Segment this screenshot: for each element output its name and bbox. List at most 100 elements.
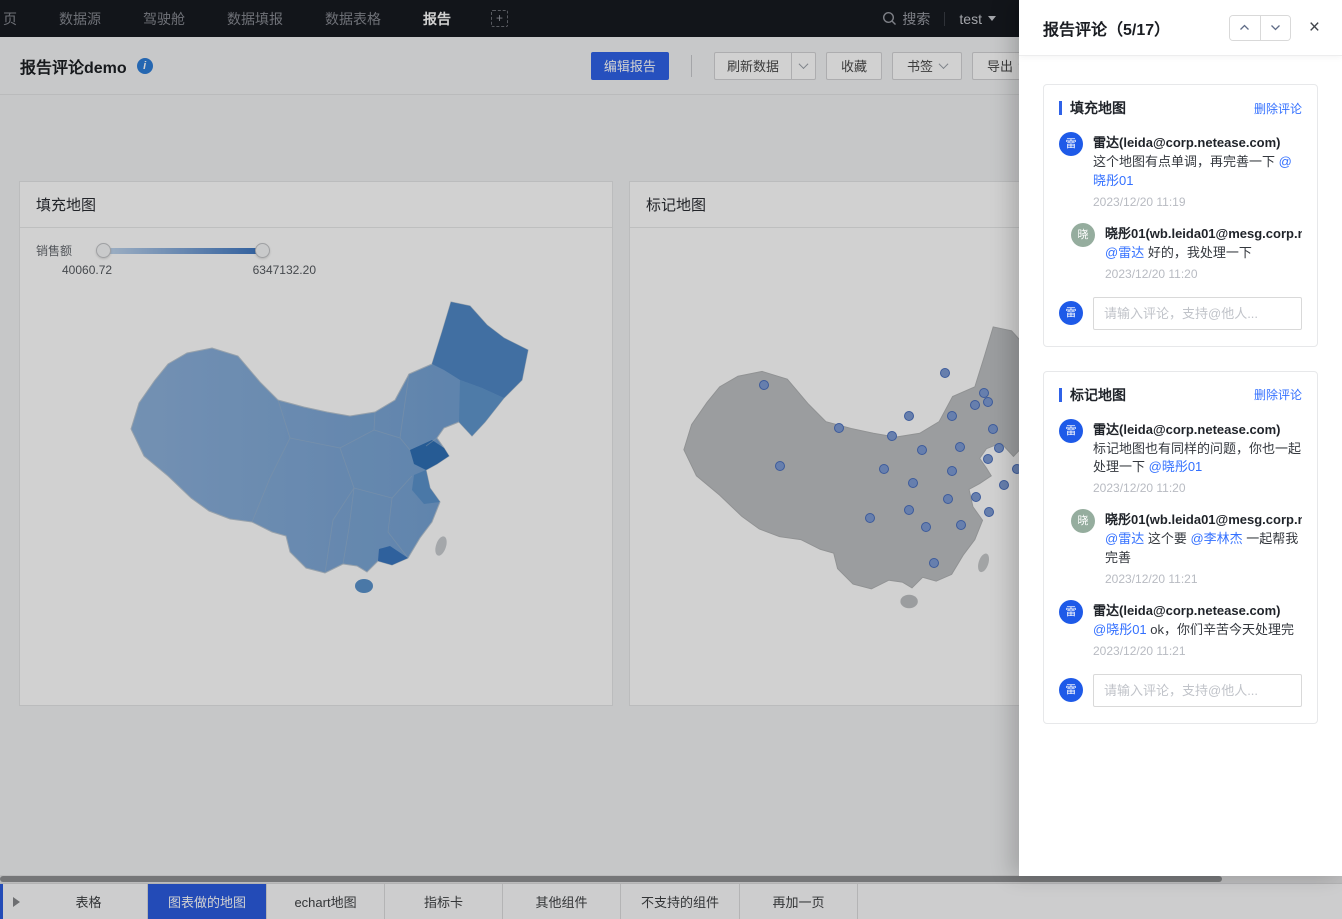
avatar: 雷: [1059, 132, 1083, 156]
nav-right: 搜索 test: [882, 9, 1326, 29]
page-tab[interactable]: 指标卡: [385, 884, 504, 919]
comment-item: 雷 雷达(leida@corp.netease.com) 标记地图也有同样的问题…: [1059, 418, 1302, 496]
legend-handle-max[interactable]: [255, 242, 271, 258]
mention-link[interactable]: @李林杰: [1190, 531, 1243, 547]
toolbar-actions: 编辑报告 刷新数据 收藏 书签 导出: [590, 51, 1042, 80]
delete-comment-link[interactable]: 删除评论: [1253, 388, 1302, 403]
nav-item[interactable]: 数据填报: [227, 10, 283, 27]
comment-input-row: 雷: [1059, 296, 1302, 330]
close-icon[interactable]: ×: [1308, 17, 1320, 38]
avatar: 雷: [1059, 678, 1083, 703]
comment-content: 晓彤01(wb.leida01@mesg.corp.n... @雷达 这个要 @…: [1105, 509, 1302, 586]
map-marker-dot: [834, 423, 844, 433]
comment-input[interactable]: [1093, 296, 1302, 330]
bookmark-button[interactable]: 书签: [891, 51, 962, 80]
comment-item: 晓 晓彤01(wb.leida01@mesg.corp.n... @雷达 这个要…: [1059, 509, 1302, 586]
horizontal-scrollbar-thumb[interactable]: [0, 876, 1222, 882]
map-marker-dot: [955, 442, 965, 452]
user-menu[interactable]: test: [959, 11, 996, 27]
refresh-data-button[interactable]: 刷新数据: [713, 51, 816, 80]
tab-scroll-right-arrow[interactable]: [3, 884, 30, 919]
legend-values: 40060.72 6347132.20: [62, 263, 316, 277]
edit-report-button[interactable]: 编辑报告: [590, 51, 669, 80]
refresh-dropdown-caret[interactable]: [790, 52, 815, 79]
comment-body: 标记地图也有同样的问题，你也一起处理一下 @晓彤01: [1093, 440, 1302, 478]
horizontal-scrollbar: [0, 875, 1342, 883]
comment-thread-card: 标记地图 删除评论 雷 雷达(leida@corp.netease.com) 标…: [1043, 370, 1318, 724]
map-marker-dot: [879, 464, 889, 474]
filled-map-card: 填充地图 销售额 40060.72 6347132.20: [20, 182, 612, 705]
page-tab[interactable]: 图表做的地图: [148, 884, 268, 919]
page-tab[interactable]: 不支持的组件: [621, 884, 741, 919]
mention-link[interactable]: @雷达: [1105, 531, 1145, 547]
map-marker-dot: [775, 461, 785, 471]
map-marker-dot: [940, 368, 950, 378]
page-tab[interactable]: echart地图: [267, 884, 386, 919]
china-outline-map: [683, 326, 1069, 609]
search-icon: [883, 11, 897, 25]
avatar: 雷: [1059, 418, 1083, 443]
map-marker-dot: [947, 466, 957, 476]
comment-body: 这个地图有点单调，再完善一下 @晓彤01: [1093, 153, 1302, 191]
refresh-data-label[interactable]: 刷新数据: [726, 59, 779, 74]
prev-comment-button[interactable]: [1229, 15, 1260, 40]
mention-link[interactable]: @晓彤01: [1093, 621, 1147, 637]
nav-item[interactable]: 数据源: [59, 10, 101, 27]
mention-link[interactable]: @晓彤01: [1148, 459, 1203, 475]
legend-handle-min[interactable]: [96, 242, 112, 258]
comment-text: 这个地图有点单调，再完善一下: [1093, 154, 1279, 169]
map-marker-dot: [988, 424, 998, 434]
comment-list: 雷 雷达(leida@corp.netease.com) 这个地图有点单调，再完…: [1059, 132, 1302, 281]
map-marker-dot: [759, 380, 769, 390]
page-tab[interactable]: 表格: [30, 884, 148, 919]
page-tab[interactable]: 再加一页: [740, 884, 859, 919]
legend-track: [104, 247, 263, 254]
favorite-button[interactable]: 收藏: [825, 51, 882, 80]
map-marker-dot: [994, 443, 1004, 453]
comment-item: 雷 雷达(leida@corp.netease.com) 这个地图有点单调，再完…: [1059, 132, 1302, 209]
legend-label: 销售额: [36, 244, 73, 258]
comment-text: 一起帮我完善: [1105, 531, 1299, 566]
nav-item[interactable]: 报告: [423, 10, 451, 27]
comment-timestamp: 2023/12/20 11:20: [1105, 266, 1198, 281]
comment-body: @晓彤01 ok，你们辛苦今天处理完: [1093, 621, 1302, 640]
nav-item[interactable]: 数据表格: [325, 10, 381, 27]
thread-accent-bar: [1059, 101, 1062, 115]
avatar: 雷: [1059, 301, 1083, 326]
next-comment-button[interactable]: [1259, 15, 1290, 40]
comment-panel-title: 报告评论（5/17）: [1043, 21, 1171, 39]
map-marker-dot: [983, 397, 993, 407]
comment-content: 雷达(leida@corp.netease.com) 这个地图有点单调，再完善一…: [1093, 132, 1302, 209]
comment-input[interactable]: [1093, 673, 1302, 707]
comment-text: 这个要: [1144, 531, 1191, 547]
tabbar-edge: [0, 884, 3, 919]
info-icon[interactable]: i: [136, 57, 153, 74]
nav-item[interactable]: 驾驶舱: [143, 10, 185, 27]
comment-thread-card: 填充地图 删除评论 雷 雷达(leida@corp.netease.com) 这…: [1043, 84, 1318, 347]
map-marker-dot: [983, 454, 993, 464]
filled-map-title: 填充地图: [20, 182, 612, 228]
comment-list: 雷 雷达(leida@corp.netease.com) 标记地图也有同样的问题…: [1059, 418, 1302, 658]
comment-timestamp: 2023/12/20 11:21: [1105, 571, 1198, 586]
mention-link[interactable]: @雷达: [1105, 244, 1145, 260]
comment-author: 雷达(leida@corp.netease.com): [1093, 421, 1281, 437]
global-search[interactable]: 搜索: [882, 9, 930, 29]
comment-input-row: 雷: [1059, 673, 1302, 707]
comment-author: 晓彤01(wb.leida01@mesg.corp.n...: [1105, 225, 1302, 241]
map-marker-dot: [908, 478, 918, 488]
delete-comment-link[interactable]: 删除评论: [1253, 101, 1302, 116]
search-label: 搜索: [902, 10, 931, 27]
comment-timestamp: 2023/12/20 11:20: [1093, 481, 1186, 496]
map-legend: 销售额: [20, 228, 612, 259]
arrow-right-icon: [13, 896, 20, 907]
map-marker-dot: [904, 411, 914, 421]
legend-range-slider: [96, 242, 271, 259]
thread-header: 填充地图 删除评论: [1059, 98, 1302, 118]
add-tab-icon[interactable]: +: [491, 10, 508, 27]
page-tab[interactable]: 其他组件: [503, 884, 622, 919]
nav-item[interactable]: 页: [3, 10, 17, 27]
mention-link[interactable]: @晓彤01: [1093, 154, 1292, 188]
comment-content: 雷达(leida@corp.netease.com) 标记地图也有同样的问题，你…: [1093, 419, 1302, 496]
comment-text: ok，你们辛苦今天处理完: [1146, 621, 1295, 637]
